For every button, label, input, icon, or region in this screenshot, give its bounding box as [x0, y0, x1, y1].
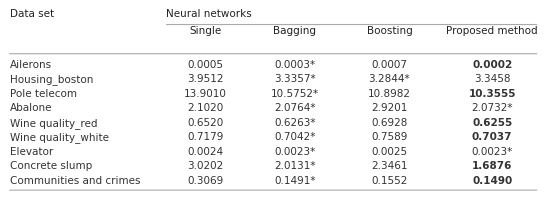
- Text: 3.9512: 3.9512: [188, 74, 224, 84]
- Text: 0.0025: 0.0025: [371, 147, 408, 157]
- Text: 0.7037: 0.7037: [472, 132, 513, 142]
- Text: Pole telecom: Pole telecom: [9, 89, 76, 99]
- Text: 0.0007: 0.0007: [371, 60, 408, 70]
- Text: 3.3357*: 3.3357*: [274, 74, 316, 84]
- Text: 0.6520: 0.6520: [188, 118, 224, 128]
- Text: 0.1490: 0.1490: [472, 176, 512, 186]
- Text: Communities and crimes: Communities and crimes: [9, 176, 140, 186]
- Text: 10.5752*: 10.5752*: [271, 89, 319, 99]
- Text: 3.0202: 3.0202: [188, 161, 224, 171]
- Text: Wine quality_red: Wine quality_red: [9, 118, 97, 129]
- Text: 0.6255: 0.6255: [472, 118, 512, 128]
- Text: 2.0764*: 2.0764*: [274, 103, 316, 113]
- Text: 3.2844*: 3.2844*: [368, 74, 410, 84]
- Text: 10.3555: 10.3555: [469, 89, 516, 99]
- Text: 2.9201: 2.9201: [371, 103, 408, 113]
- Text: Abalone: Abalone: [9, 103, 52, 113]
- Text: Neural networks: Neural networks: [166, 9, 252, 19]
- Text: 0.7042*: 0.7042*: [274, 132, 316, 142]
- Text: 0.0005: 0.0005: [188, 60, 223, 70]
- Text: 2.3461: 2.3461: [371, 161, 408, 171]
- Text: 3.3458: 3.3458: [474, 74, 510, 84]
- Text: 0.7179: 0.7179: [188, 132, 224, 142]
- Text: 2.0732*: 2.0732*: [471, 103, 513, 113]
- Text: 0.1552: 0.1552: [371, 176, 408, 186]
- Text: 2.0131*: 2.0131*: [274, 161, 316, 171]
- Text: Proposed method: Proposed method: [447, 26, 538, 35]
- Text: 0.0024: 0.0024: [188, 147, 224, 157]
- Text: 13.9010: 13.9010: [184, 89, 227, 99]
- Text: 0.0002: 0.0002: [472, 60, 512, 70]
- Text: 0.7589: 0.7589: [371, 132, 408, 142]
- Text: 2.1020: 2.1020: [188, 103, 224, 113]
- Text: 1.6876: 1.6876: [472, 161, 513, 171]
- Text: 0.0023*: 0.0023*: [274, 147, 315, 157]
- Text: 0.0003*: 0.0003*: [274, 60, 315, 70]
- Text: 0.1491*: 0.1491*: [274, 176, 316, 186]
- Text: 0.6263*: 0.6263*: [274, 118, 316, 128]
- Text: Concrete slump: Concrete slump: [9, 161, 92, 171]
- Text: Ailerons: Ailerons: [9, 60, 52, 70]
- Text: Data set: Data set: [9, 9, 54, 19]
- Text: Elevator: Elevator: [9, 147, 53, 157]
- Text: Boosting: Boosting: [366, 26, 412, 35]
- Text: 10.8982: 10.8982: [368, 89, 411, 99]
- Text: Bagging: Bagging: [273, 26, 316, 35]
- Text: Housing_boston: Housing_boston: [9, 74, 93, 85]
- Text: 0.6928: 0.6928: [371, 118, 408, 128]
- Text: 0.3069: 0.3069: [188, 176, 224, 186]
- Text: Single: Single: [189, 26, 222, 35]
- Text: 0.0023*: 0.0023*: [471, 147, 513, 157]
- Text: Wine quality_white: Wine quality_white: [9, 132, 108, 143]
